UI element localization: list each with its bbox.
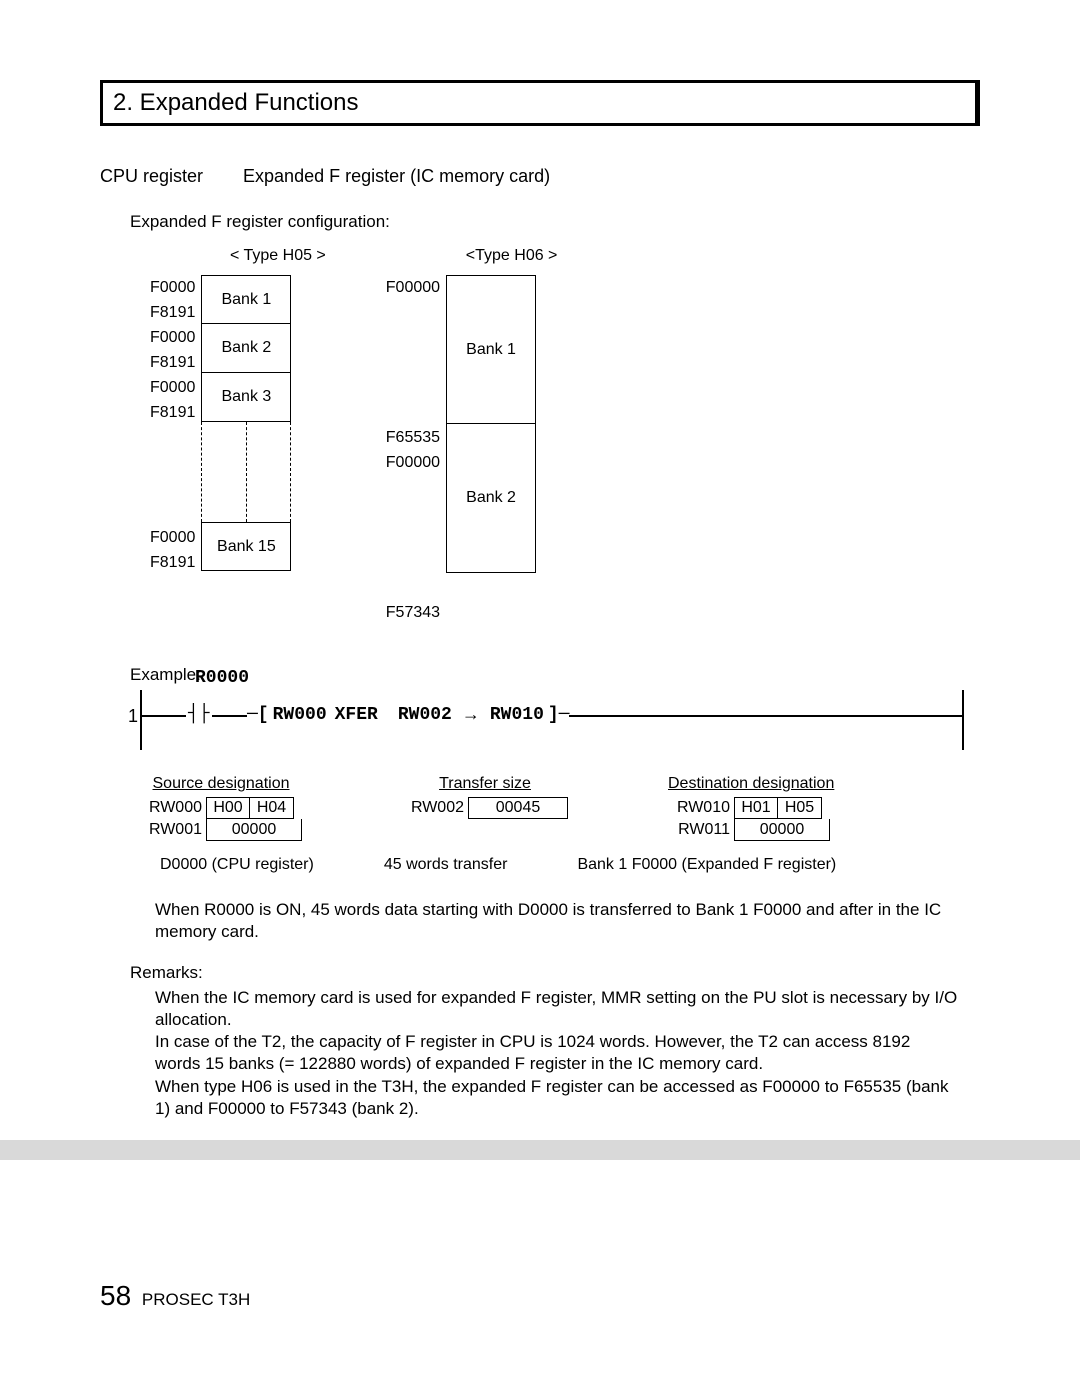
- explain-row: D0000 (CPU register) 45 words transfer B…: [160, 856, 980, 874]
- remarks-label: Remarks:: [130, 963, 980, 983]
- ladder-instruction: ─[ RW000 XFER RW002 → RW010 ]─: [247, 704, 569, 725]
- ladder-p2: RW002: [394, 705, 456, 725]
- h06-column: <Type H06 > F00000 F65535 F00000 F57343 …: [386, 247, 558, 625]
- param-title: Source designation: [140, 775, 302, 793]
- arrow-icon: →: [456, 704, 486, 725]
- param-title: Destination designation: [668, 775, 834, 793]
- ladder-p1: RW000: [269, 705, 331, 725]
- h05-addr: F8191: [150, 350, 195, 375]
- h05-addr: F8191: [150, 400, 195, 425]
- config-label: Expanded F register configuration:: [130, 212, 980, 232]
- bank-ellipsis: [201, 422, 291, 522]
- h06-addr-col: F00000 F65535 F00000 F57343: [386, 275, 446, 625]
- bracket-icon: ]─: [548, 705, 570, 725]
- bank-box: Bank 1: [201, 275, 291, 324]
- param-lbl: RW000: [140, 799, 206, 817]
- section-title: 2. Expanded Functions: [100, 80, 980, 126]
- param-cell: H00: [206, 797, 250, 819]
- bank-box: Bank 3: [201, 373, 291, 422]
- footer-title: PROSEC T3H: [142, 1290, 250, 1309]
- page-number: 58: [100, 1280, 131, 1311]
- h06-addr: F00000: [386, 450, 440, 475]
- param-cell: 00000: [206, 819, 302, 841]
- intro-line: CPU register Expanded F register (IC memo…: [100, 166, 980, 187]
- ladder-coil: R0000: [195, 668, 249, 688]
- bank-box: Bank 2: [201, 324, 291, 373]
- h05-type-label: < Type H05 >: [230, 247, 326, 265]
- h05-addr: F0000: [150, 325, 195, 350]
- ladder-p3: RW010: [486, 705, 548, 725]
- h05-addr: F0000: [150, 525, 195, 550]
- bank-box: Bank 2: [446, 424, 536, 573]
- param-lbl: RW010: [668, 799, 734, 817]
- bracket-icon: ─[: [247, 705, 269, 725]
- param-cell: 00045: [468, 797, 568, 819]
- param-lbl: RW002: [402, 799, 468, 817]
- param-source: Source designation RW000 H00 H04 RW001 0…: [140, 775, 302, 841]
- h06-type-label: <Type H06 >: [466, 247, 558, 265]
- example-label: Example:: [130, 665, 980, 685]
- h06-banks: Bank 1 Bank 2: [446, 275, 536, 625]
- params-row: Source designation RW000 H00 H04 RW001 0…: [140, 775, 980, 841]
- page-footer: 58 PROSEC T3H: [100, 1280, 980, 1312]
- param-cell: H05: [778, 797, 822, 819]
- body-text: When R0000 is ON, 45 words data starting…: [155, 899, 960, 943]
- param-lbl: RW011: [668, 821, 734, 839]
- h05-addr: F8191: [150, 550, 195, 575]
- ladder-diagram: R0000 1 ┤├ ─[ RW000 XFER RW002 → RW010 ]…: [140, 690, 980, 750]
- h06-addr: F00000: [386, 275, 440, 300]
- explain-item: Bank 1 F0000 (Expanded F register): [577, 856, 836, 874]
- ladder-op: XFER: [331, 705, 382, 725]
- intro-left: CPU register: [100, 166, 203, 186]
- bank-box: Bank 1: [446, 275, 536, 424]
- intro-right: Expanded F register (IC memory card): [243, 166, 550, 186]
- param-cell: H04: [250, 797, 294, 819]
- remarks-text: When the IC memory card is used for expa…: [155, 987, 960, 1120]
- memory-diagram: < Type H05 > F0000 F8191 F0000 F8191 F00…: [150, 247, 980, 625]
- param-cell: H01: [734, 797, 778, 819]
- param-lbl: RW001: [140, 821, 206, 839]
- h05-addr-col: F0000 F8191 F0000 F8191 F0000 F8191 F000…: [150, 275, 201, 575]
- bank-box: Bank 15: [201, 522, 291, 571]
- param-dest: Destination designation RW010 H01 H05 RW…: [668, 775, 834, 841]
- param-size: Transfer size RW002 00045: [402, 775, 568, 841]
- divider-bar: [0, 1140, 1080, 1160]
- explain-item: D0000 (CPU register): [160, 856, 314, 874]
- h05-addr: F0000: [150, 375, 195, 400]
- param-title: Transfer size: [402, 775, 568, 793]
- h05-banks: Bank 1 Bank 2 Bank 3 Bank 15: [201, 275, 291, 575]
- explain-item: 45 words transfer: [384, 856, 508, 874]
- h05-addr: F0000: [150, 275, 195, 300]
- ladder-contact-icon: ┤├: [186, 704, 212, 724]
- h06-addr: F57343: [386, 600, 440, 625]
- ladder-rung-num: 1: [128, 706, 138, 727]
- h05-addr: F8191: [150, 300, 195, 325]
- h06-addr: F65535: [386, 425, 440, 450]
- h05-column: < Type H05 > F0000 F8191 F0000 F8191 F00…: [150, 247, 326, 625]
- param-cell: 00000: [734, 819, 830, 841]
